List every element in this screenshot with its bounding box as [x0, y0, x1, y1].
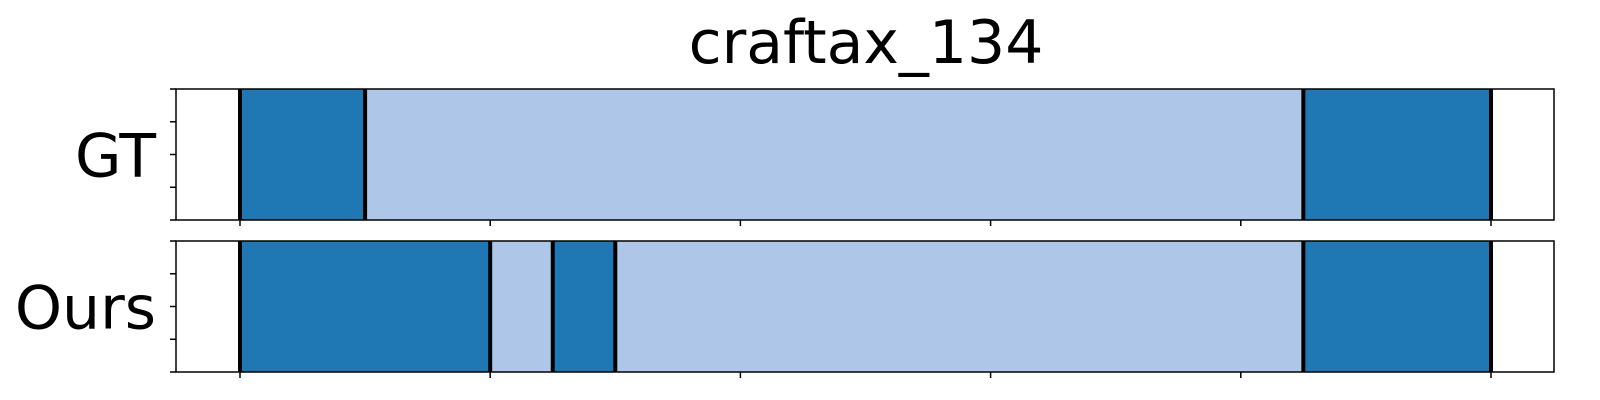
- row-label-gt: GT: [75, 122, 156, 192]
- chart-title: craftax_134: [689, 8, 1044, 78]
- row-ours: Ours: [15, 240, 1555, 378]
- row-label-ours: Ours: [15, 274, 156, 344]
- segment-gt-2: [1303, 89, 1491, 220]
- segment-ours-1: [490, 241, 553, 372]
- segment-gt-1: [365, 89, 1304, 220]
- rows-layer: GT Ours: [15, 88, 1555, 378]
- segment-ours-0: [240, 241, 491, 372]
- row-gt: GT: [75, 88, 1555, 226]
- segment-ours-3: [615, 241, 1304, 372]
- segment-ours-4: [1303, 241, 1491, 372]
- segment-ours-2: [552, 241, 616, 372]
- segment-gt-0: [240, 89, 366, 220]
